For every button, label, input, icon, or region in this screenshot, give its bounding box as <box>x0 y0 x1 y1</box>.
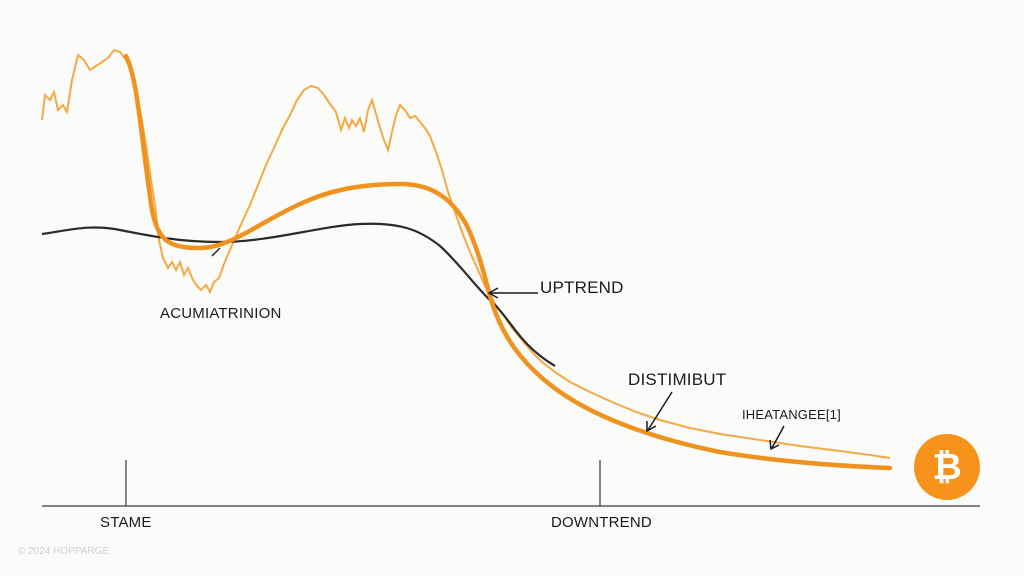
bitcoin-icon: ₿ <box>914 434 980 500</box>
uptrend-arrow-head <box>487 287 499 299</box>
label-distribution: DISTIMIBUT <box>628 370 727 389</box>
distribution-arrow <box>647 391 673 431</box>
label-accumulation: ACUMIATRINION <box>160 305 282 322</box>
label-downtrend: DOWNTREND <box>551 514 652 531</box>
watermark: © 2024 HOPPARGE <box>18 546 110 557</box>
label-rebalance: IHEATANGEE[1] <box>742 407 841 422</box>
trend-line-thick <box>123 53 893 471</box>
accumulation-marker <box>211 247 221 257</box>
moving-average-line <box>41 222 556 367</box>
price-line-thin <box>41 48 891 459</box>
label-stame: STAME <box>100 514 152 531</box>
bitcoin-glyph: ₿ <box>932 447 962 488</box>
label-uptrend: UPTREND <box>540 278 624 297</box>
rebalance-arrow <box>771 425 785 449</box>
rebalance-arrow-head <box>769 439 780 451</box>
distribution-arrow-head <box>646 421 657 433</box>
